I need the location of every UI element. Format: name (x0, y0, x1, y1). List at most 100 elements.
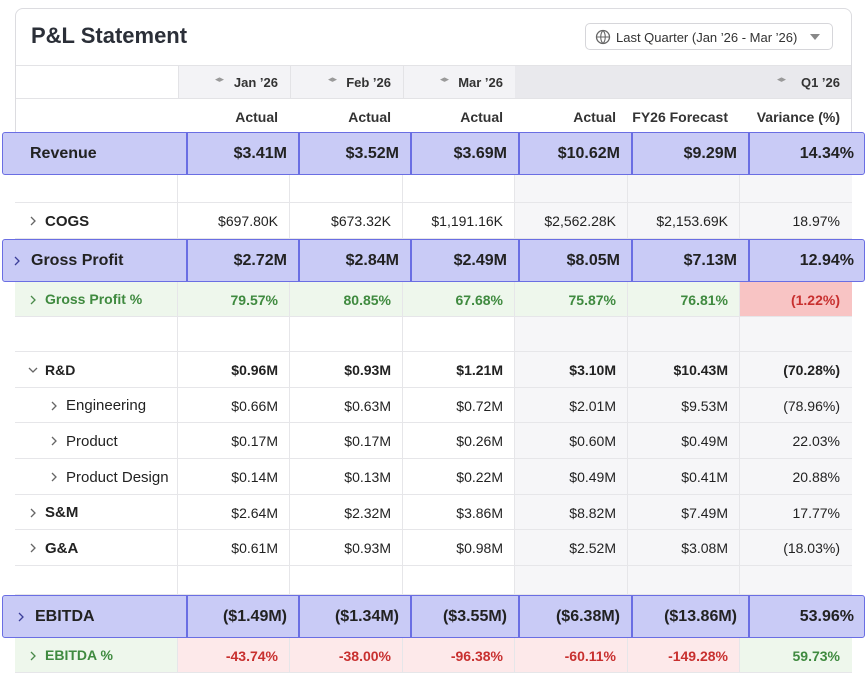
cell-value: $0.41M (681, 469, 728, 485)
column-header: Actual (460, 109, 503, 125)
vline (410, 595, 412, 638)
cell-bg (740, 566, 852, 595)
cell-value: ($1.49M) (222, 607, 287, 625)
column-header: FY26 Forecast (632, 109, 728, 125)
cell-value: $0.49M (569, 469, 616, 485)
header-bg (178, 65, 515, 98)
cell-value: ($13.86M) (664, 607, 737, 625)
cell-value: -149.28% (668, 647, 728, 664)
row-label: G&A (45, 539, 79, 557)
cell-bg (403, 203, 515, 239)
cell-bg (178, 638, 290, 673)
chevron[interactable] (28, 543, 38, 553)
cell-value: $2.72M (233, 251, 287, 269)
sort-arrows[interactable]: ◂▸ (327, 74, 337, 84)
row-label: EBITDA % (45, 647, 113, 663)
cell-bg (628, 638, 740, 673)
chevron[interactable] (28, 216, 38, 226)
cell-value: $0.17M (344, 433, 391, 449)
cell-bg (290, 282, 403, 317)
cell-value: $0.72M (456, 397, 503, 414)
vline (290, 65, 291, 98)
cell-bg (628, 175, 740, 203)
chevron[interactable] (28, 508, 38, 518)
chevron[interactable] (28, 295, 38, 305)
cell-bg (403, 388, 515, 423)
cell-value: $3.08M (681, 540, 728, 556)
cell-bg (178, 317, 290, 352)
row-label: S&M (45, 504, 79, 521)
cell-value: 79.57% (230, 291, 278, 308)
cell-value: (70.28%) (783, 362, 840, 378)
globe-icon (595, 29, 611, 45)
chevron[interactable] (28, 651, 38, 661)
cell-bg (178, 566, 290, 595)
cell-value: $673.32K (331, 213, 391, 229)
cell-value: $0.17M (231, 433, 278, 449)
chevron[interactable] (49, 436, 59, 446)
cell-value: $7.13M (683, 251, 737, 269)
row-label: COGS (45, 212, 90, 230)
chevron[interactable] (28, 365, 38, 375)
cell-value: -96.38% (450, 647, 503, 664)
column-header: Actual (348, 109, 391, 125)
cell-bg (403, 282, 515, 317)
sort-arrows[interactable]: ◂▸ (439, 74, 449, 84)
vline (748, 595, 750, 638)
cell-bg (15, 317, 178, 352)
column-header: Actual (235, 109, 278, 125)
vline (410, 132, 412, 175)
cell-bg (515, 423, 628, 459)
vline (178, 65, 179, 98)
sort-arrows[interactable]: ◂▸ (214, 74, 224, 84)
cell-bg (290, 423, 403, 459)
cell-value: $0.93M (344, 540, 391, 556)
page-title: P&L Statement (31, 23, 188, 48)
cell-value: ($3.55M) (442, 607, 507, 625)
cell-value: $3.86M (456, 504, 503, 521)
cell-bg (290, 495, 403, 530)
chevron[interactable] (49, 472, 59, 482)
cell-value: $0.14M (231, 469, 278, 485)
cell-value: $3.52M (345, 144, 399, 162)
cell-value: $2.32M (344, 504, 391, 521)
cell-bg (515, 495, 628, 530)
cell-value: (18.03%) (783, 540, 840, 556)
hline (16, 98, 851, 99)
cell-value: $9.53M (681, 397, 728, 414)
cell-bg (740, 352, 852, 388)
cell-value: $2,153.69K (656, 213, 728, 229)
chevron[interactable] (16, 612, 26, 622)
cell-bg (15, 175, 178, 203)
cell-value: $7.49M (681, 504, 728, 521)
cell-value: $3.41M (233, 144, 287, 162)
cell-bg (515, 203, 628, 239)
header-bg-q1 (515, 65, 851, 98)
row-label: Gross Profit (31, 251, 124, 269)
cell-bg (290, 566, 403, 595)
column-group-label: Q1 ’26 (800, 75, 840, 90)
period-dropdown[interactable]: Last Quarter (Jan ’26 - Mar ’26) (585, 23, 833, 50)
cell-bg (740, 175, 852, 203)
cell-bg (628, 203, 740, 239)
chevron[interactable] (12, 256, 22, 266)
cell-bg (403, 638, 515, 673)
vline (631, 595, 633, 638)
cell-bg (515, 352, 628, 388)
cell-bg (740, 203, 852, 239)
cell-bg (628, 566, 740, 595)
cell-value: $2.84M (345, 251, 399, 269)
sort-arrows[interactable]: ◂▸ (776, 74, 786, 84)
row-label: EBITDA (35, 607, 95, 625)
cell-bg (178, 388, 290, 423)
cell-bg (628, 530, 740, 566)
cell-bg (403, 352, 515, 388)
cell-bg (628, 352, 740, 388)
chevron[interactable] (49, 401, 59, 411)
cell-bg (740, 423, 852, 459)
cell-value: 18.97% (792, 213, 840, 229)
cell-value: $0.26M (456, 433, 503, 449)
cell-bg (740, 317, 852, 352)
cell-value: $10.43M (673, 362, 728, 378)
cell-value: -60.11% (564, 647, 616, 664)
